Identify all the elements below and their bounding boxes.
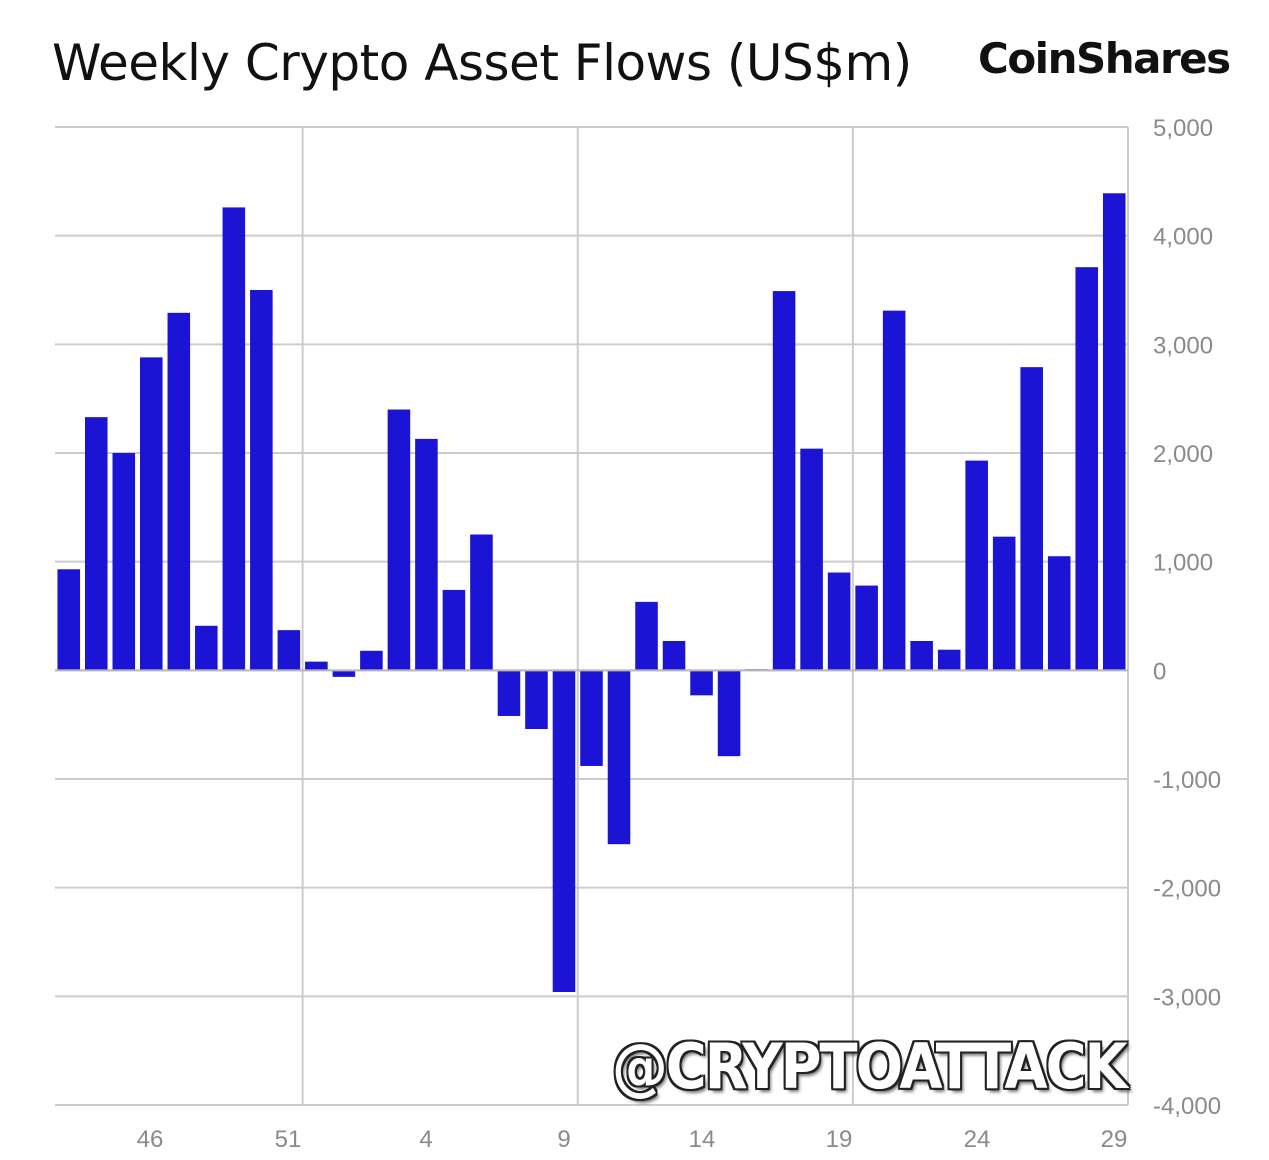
bar <box>387 409 411 671</box>
y-tick-label: -3,000 <box>1153 984 1221 1011</box>
bar <box>965 460 988 671</box>
x-tick-label: 14 <box>689 1126 716 1153</box>
bar <box>277 630 301 671</box>
bar <box>552 670 576 992</box>
bar <box>607 670 631 845</box>
y-tick-label: 1,000 <box>1153 550 1213 577</box>
y-tick-label: -2,000 <box>1153 876 1221 903</box>
bar <box>855 585 878 671</box>
bar <box>827 572 851 671</box>
y-tick-label: 0 <box>1153 658 1166 685</box>
bar <box>1075 267 1099 671</box>
y-tick-label: -1,000 <box>1153 767 1221 794</box>
bar <box>937 649 961 671</box>
bar <box>635 601 658 671</box>
bar <box>195 625 218 671</box>
bar <box>910 640 933 671</box>
bar <box>84 417 108 671</box>
bar <box>1020 367 1043 671</box>
watermark-text: @CRYPTOATTACK <box>612 1030 1128 1103</box>
bars <box>57 193 1126 992</box>
y-tick-label: 5,000 <box>1153 115 1213 142</box>
y-tick-label: 3,000 <box>1153 332 1213 359</box>
x-axis-ticks: 46 51 4 9 14 19 24 29 <box>137 1126 1128 1153</box>
bar <box>470 534 493 671</box>
bar <box>1102 193 1126 671</box>
bar <box>662 640 686 671</box>
bar <box>167 312 191 671</box>
bar <box>690 670 713 696</box>
bar <box>57 569 81 671</box>
bar <box>140 357 163 671</box>
bar <box>772 291 796 671</box>
bar <box>497 670 521 716</box>
y-tick-label: -4,000 <box>1153 1093 1221 1120</box>
bar <box>717 670 741 757</box>
y-tick-label: 4,000 <box>1153 224 1213 251</box>
bar <box>442 589 466 671</box>
bar <box>992 536 1016 671</box>
bar <box>360 650 383 671</box>
x-tick-label: 29 <box>1101 1126 1128 1153</box>
bar <box>580 670 603 766</box>
bar <box>305 661 328 671</box>
bar <box>882 310 906 671</box>
x-tick-label: 19 <box>826 1126 853 1153</box>
bar <box>1047 556 1071 671</box>
bar <box>332 670 356 677</box>
x-tick-label: 46 <box>137 1126 164 1153</box>
x-tick-label: 4 <box>419 1126 432 1153</box>
bar <box>250 290 273 671</box>
coinshares-logo: CoinShares <box>978 34 1231 83</box>
bar <box>112 453 136 671</box>
x-tick-label: 9 <box>557 1126 570 1153</box>
bar <box>525 670 548 730</box>
x-tick-label: 51 <box>275 1126 302 1153</box>
bar <box>800 448 823 671</box>
y-axis-ticks: 5,000 4,000 3,000 2,000 1,000 0 -1,000 -2,000 -3… <box>1153 115 1221 1120</box>
chart-title: Weekly Crypto Asset Flows (US$m) <box>52 34 912 92</box>
x-tick-label: 24 <box>964 1126 991 1153</box>
y-tick-label: 2,000 <box>1153 441 1213 468</box>
bar <box>415 438 438 671</box>
bar <box>222 207 246 671</box>
